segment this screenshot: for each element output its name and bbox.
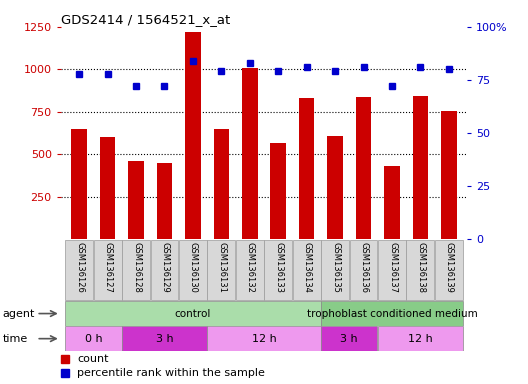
Bar <box>213 129 229 239</box>
Bar <box>65 301 320 326</box>
Bar <box>378 240 406 300</box>
Bar <box>299 98 315 239</box>
Text: GDS2414 / 1564521_x_at: GDS2414 / 1564521_x_at <box>61 13 230 26</box>
Bar <box>65 240 93 300</box>
Text: 12 h: 12 h <box>408 334 433 344</box>
Bar <box>100 137 116 239</box>
Text: GSM136139: GSM136139 <box>445 242 454 293</box>
Bar <box>242 68 258 239</box>
Bar <box>179 240 207 300</box>
Bar <box>327 136 343 239</box>
Text: 12 h: 12 h <box>252 334 276 344</box>
Bar <box>412 96 428 239</box>
Text: 3 h: 3 h <box>156 334 173 344</box>
Bar <box>321 301 463 326</box>
Bar <box>384 166 400 239</box>
Bar <box>208 326 320 351</box>
Bar <box>270 143 286 239</box>
Bar <box>185 32 201 239</box>
Text: GSM136136: GSM136136 <box>360 242 369 293</box>
Text: GSM136132: GSM136132 <box>246 242 255 293</box>
Text: 0 h: 0 h <box>84 334 102 344</box>
Bar <box>356 96 371 239</box>
Text: GSM136126: GSM136126 <box>76 242 84 293</box>
Bar <box>65 326 121 351</box>
Bar <box>321 240 349 300</box>
Text: 3 h: 3 h <box>341 334 358 344</box>
Bar <box>157 163 172 239</box>
Text: count: count <box>77 354 108 364</box>
Bar <box>407 240 435 300</box>
Bar <box>378 326 463 351</box>
Text: GSM136129: GSM136129 <box>161 242 169 293</box>
Bar <box>93 240 121 300</box>
Bar <box>128 161 144 239</box>
Bar <box>122 326 207 351</box>
Text: GSM136138: GSM136138 <box>417 242 426 293</box>
Text: GSM136134: GSM136134 <box>303 242 312 293</box>
Text: GSM136131: GSM136131 <box>218 242 227 293</box>
Text: GSM136137: GSM136137 <box>388 242 397 293</box>
Bar <box>265 240 292 300</box>
Bar <box>236 240 263 300</box>
Text: GSM136135: GSM136135 <box>331 242 340 293</box>
Text: GSM136127: GSM136127 <box>103 242 112 293</box>
Bar <box>208 240 235 300</box>
Bar <box>293 240 320 300</box>
Bar <box>321 326 378 351</box>
Bar <box>350 240 378 300</box>
Text: GSM136133: GSM136133 <box>274 242 284 293</box>
Text: agent: agent <box>3 309 35 319</box>
Bar <box>150 240 178 300</box>
Text: time: time <box>3 334 28 344</box>
Text: control: control <box>175 309 211 319</box>
Bar <box>71 129 87 239</box>
Bar <box>435 240 463 300</box>
Text: GSM136128: GSM136128 <box>132 242 141 293</box>
Bar <box>441 111 457 239</box>
Text: GSM136130: GSM136130 <box>189 242 198 293</box>
Bar <box>122 240 150 300</box>
Text: percentile rank within the sample: percentile rank within the sample <box>77 368 265 378</box>
Text: trophoblast conditioned medium: trophoblast conditioned medium <box>307 309 477 319</box>
